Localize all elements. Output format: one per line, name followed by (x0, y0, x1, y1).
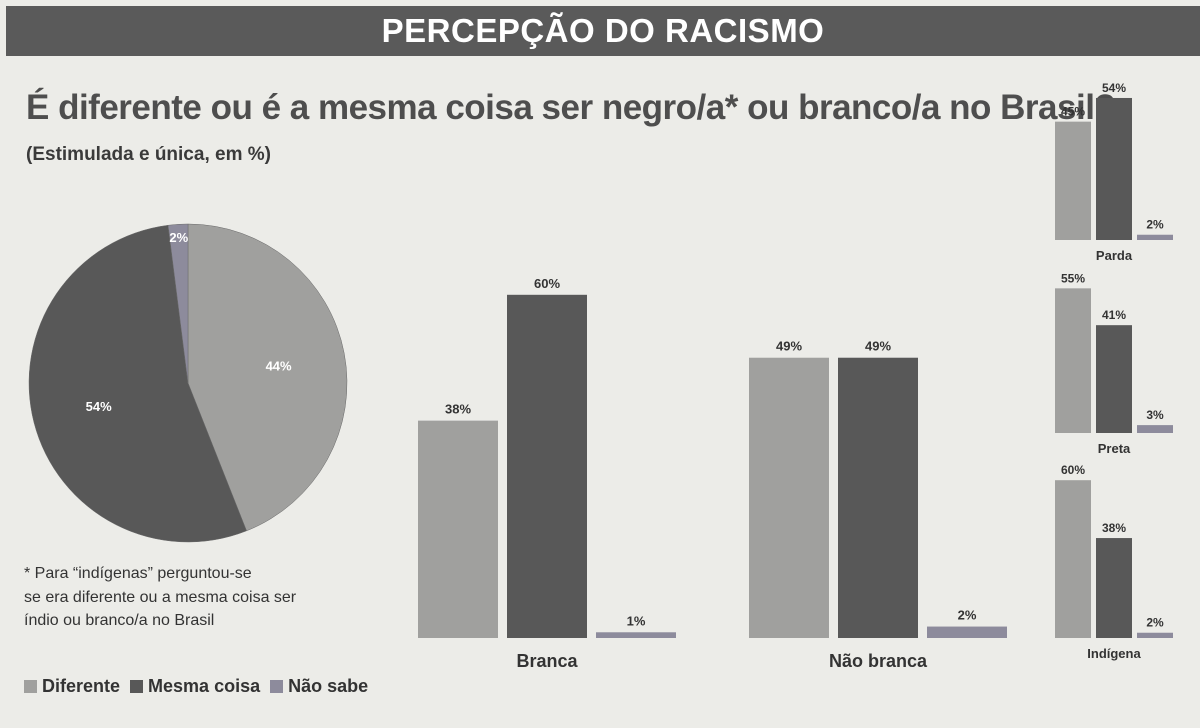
bar-branca-nao-sabe (596, 632, 676, 638)
bar-parda-nao-sabe (1137, 234, 1173, 240)
bar-indigena-nao-sabe (1137, 632, 1173, 638)
bar-indigena-mesma-coisa (1096, 538, 1132, 638)
legend-swatch (130, 680, 144, 693)
bar-value-label: 38% (445, 402, 471, 417)
legend-label: Diferente (42, 676, 121, 696)
pie-slice-nao-sabe (167, 223, 189, 384)
bar-nao-branca-mesma-coisa (838, 357, 918, 638)
bar-indigena-diferente (1055, 480, 1091, 638)
bar-parda-diferente (1055, 121, 1091, 240)
legend-item-nao-sabe: Não sabe (270, 676, 368, 697)
pie-value-label: 2% (169, 230, 188, 245)
bar-value-label: 2% (1146, 616, 1164, 630)
bar-preta-nao-sabe (1137, 425, 1173, 433)
bar-preta-mesma-coisa (1096, 325, 1132, 433)
bar-branca-diferente (418, 420, 498, 638)
footnote: * Para “indígenas” perguntou-se se era d… (24, 562, 364, 633)
bar-branca-mesma-coisa (507, 294, 587, 638)
footnote-line: índio ou branco/a no Brasil (24, 612, 215, 629)
bar-value-label: 38% (1102, 521, 1126, 535)
bar-value-label: 3% (1146, 408, 1164, 422)
category-label-indigena: Indígena (1087, 646, 1141, 661)
bar-value-label: 41% (1102, 308, 1126, 322)
legend-label: Não sabe (288, 676, 369, 696)
pie-value-label: 44% (266, 359, 292, 374)
footnote-line: * Para “indígenas” perguntou-se (24, 565, 252, 582)
category-label-parda: Parda (1096, 248, 1133, 263)
bar-preta-diferente (1055, 288, 1091, 433)
bar-nao-branca-nao-sabe (927, 626, 1007, 638)
legend-swatch (24, 680, 37, 693)
bar-value-label: 45% (1061, 105, 1085, 119)
legend-swatch (270, 680, 284, 693)
chart-title: É diferente ou é a mesma coisa ser negro… (26, 88, 1116, 127)
chart-subtitle: (Estimulada e única, em %) (26, 144, 271, 165)
category-label-nao-branca: Não branca (829, 651, 928, 671)
bar-value-label: 49% (865, 339, 891, 354)
bar-value-label: 1% (627, 613, 646, 628)
header-bar: PERCEPÇÃO DO RACISMO (6, 6, 1200, 56)
header-title: PERCEPÇÃO DO RACISMO (381, 12, 825, 49)
bar-value-label: 54% (1102, 81, 1126, 95)
legend-label: Mesma coisa (148, 676, 261, 696)
bar-value-label: 2% (1146, 218, 1164, 232)
bar-value-label: 60% (1061, 463, 1085, 477)
bar-parda-mesma-coisa (1096, 97, 1132, 240)
footnote-line: se era diferente ou a mesma coisa ser (24, 588, 297, 606)
pie-slice-diferente (187, 223, 348, 532)
category-label-preta: Preta (1098, 441, 1131, 456)
legend-item-mesma-coisa: Mesma coisa (130, 676, 260, 697)
bar-value-label: 60% (534, 276, 560, 291)
bar-value-label: 2% (958, 608, 977, 623)
bar-value-label: 49% (776, 339, 802, 354)
legend: Diferente Mesma coisa Não sabe (24, 676, 368, 697)
bar-nao-branca-diferente (749, 357, 829, 638)
legend-item-diferente: Diferente (24, 676, 120, 697)
pie-value-label: 54% (86, 399, 112, 414)
category-label-branca: Branca (516, 651, 578, 671)
bar-value-label: 55% (1061, 271, 1085, 285)
pie-slice-mesma-coisa (28, 224, 247, 543)
